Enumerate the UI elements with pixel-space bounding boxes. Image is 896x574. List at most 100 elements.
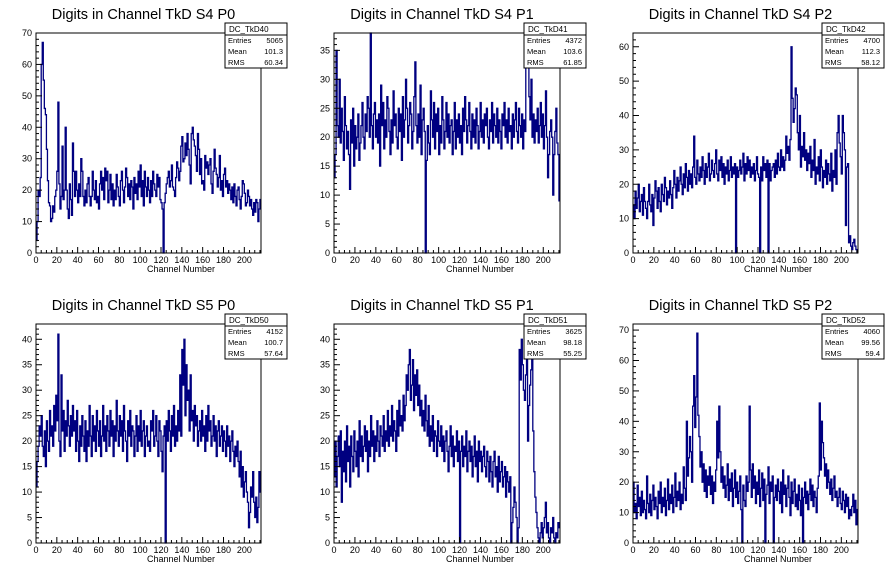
stats-value: 5065 (266, 36, 283, 45)
y-tick-label: 20 (22, 185, 32, 195)
x-tick-label: 180 (813, 255, 828, 265)
y-tick-label: 0 (27, 538, 32, 548)
x-tick-label: 200 (536, 545, 551, 555)
x-tick-label: 100 (133, 255, 148, 265)
y-tick-label: 0 (624, 248, 629, 258)
y-tick-label: 20 (320, 132, 330, 142)
chart-panel-4: Digits in Channel TkD S5 P10 20 40 60 80 100 1… (320, 298, 587, 564)
stats-value: 61.85 (563, 58, 582, 67)
y-tick-label: 15 (22, 462, 32, 472)
x-tick-label: 200 (237, 255, 252, 265)
stats-value: 103.6 (563, 47, 582, 56)
chart-title: Digits in Channel TkD S4 P2 (649, 7, 833, 23)
x-tick-label: 60 (93, 545, 103, 555)
y-tick-label: 40 (22, 122, 32, 132)
chart-title: Digits in Channel TkD S4 P1 (350, 7, 534, 23)
stats-label: Entries (825, 327, 849, 336)
stats-value: 4152 (266, 327, 283, 336)
y-tick-label: 0 (624, 538, 629, 548)
x-tick-label: 0 (331, 255, 336, 265)
y-tick-label: 30 (22, 154, 32, 164)
stats-label: RMS (527, 349, 544, 358)
y-tick-label: 20 (22, 436, 32, 446)
stats-value: 99.56 (861, 338, 880, 347)
chart-title: Digits in Channel TkD S5 P2 (649, 298, 833, 314)
x-tick-label: 140 (473, 255, 488, 265)
histogram-series-line (334, 32, 560, 254)
x-tick-label: 180 (515, 545, 530, 555)
x-tick-label: 60 (392, 255, 402, 265)
y-tick-label: 20 (619, 179, 629, 189)
y-tick-label: 40 (22, 334, 32, 344)
chart-panel-3: Digits in Channel TkD S5 P00 20 40 60 80 100 1… (22, 298, 288, 564)
x-tick-label: 100 (431, 255, 446, 265)
x-tick-label: 120 (452, 545, 467, 555)
y-tick-label: 40 (619, 111, 629, 121)
y-tick-label: 10 (619, 214, 629, 224)
x-tick-label: 100 (730, 255, 745, 265)
stats-box-frame (821, 22, 885, 69)
stats-label: RMS (825, 58, 842, 67)
x-tick-label: 80 (711, 255, 721, 265)
stats-value: 4060 (863, 327, 880, 336)
x-tick-label: 80 (114, 255, 124, 265)
y-tick-label: 70 (619, 325, 629, 335)
x-tick-label: 160 (792, 545, 807, 555)
y-tick-label: 30 (619, 145, 629, 155)
chart-panel-1: Digits in Channel TkD S4 P1 0 20 40 60 80 100 1… (320, 7, 587, 274)
y-tick-label: 10 (22, 487, 32, 497)
x-tick-label: 100 (431, 545, 446, 555)
x-tick-label: 200 (237, 545, 252, 555)
x-tick-label: 40 (371, 255, 381, 265)
chart-title: Digits in Channel TkD S4 P0 (52, 7, 236, 23)
x-tick-label: 20 (52, 255, 62, 265)
stats-box: DC_TkD50 Entries 4152 Mean 100.7 RMS 57.64 (224, 313, 288, 360)
x-tick-label: 180 (216, 255, 231, 265)
stats-box-name: DC_TkD40 (229, 25, 269, 34)
y-tick-label: 5 (27, 513, 32, 523)
y-tick-label: 5 (325, 219, 330, 229)
x-tick-label: 0 (33, 255, 38, 265)
stats-value: 4372 (565, 36, 582, 45)
stats-box-frame (523, 313, 587, 360)
x-tick-label: 200 (536, 255, 551, 265)
x-tick-label: 120 (153, 255, 168, 265)
y-tick-label: 30 (619, 447, 629, 457)
y-tick-label: 10 (22, 217, 32, 227)
plot-frame (333, 323, 561, 544)
stats-label: Mean (527, 47, 546, 56)
stats-label: Mean (228, 47, 247, 56)
y-tick-label: 35 (320, 45, 330, 55)
x-tick-label: 160 (494, 255, 509, 265)
stats-box: DC_TkD52 Entries 4060 Mean 99.56 RMS 59.4 (821, 313, 885, 360)
stats-value: 57.64 (264, 349, 283, 358)
stats-label: RMS (228, 349, 245, 358)
x-tick-label: 200 (834, 255, 849, 265)
x-tick-label: 60 (93, 255, 103, 265)
y-tick-label: 20 (320, 436, 330, 446)
stats-value: 55.25 (563, 349, 582, 358)
y-tick-label: 50 (619, 76, 629, 86)
x-axis-label: Channel Number (446, 264, 514, 274)
y-tick-label: 15 (320, 161, 330, 171)
stats-label: Mean (228, 338, 247, 347)
x-axis-label: Channel Number (446, 554, 514, 564)
x-tick-label: 40 (73, 255, 83, 265)
y-tick-label: 40 (320, 334, 330, 344)
histogram-series-line (36, 333, 261, 544)
x-tick-label: 140 (771, 545, 786, 555)
stats-box: DC_TkD51 Entries 3625 Mean 98.18 RMS 55.25 (523, 313, 587, 360)
x-tick-label: 140 (473, 545, 488, 555)
x-tick-label: 100 (730, 545, 745, 555)
x-tick-label: 80 (413, 255, 423, 265)
stats-value: 98.18 (563, 338, 582, 347)
y-tick-label: 0 (325, 248, 330, 258)
stats-label: Mean (527, 338, 546, 347)
stats-box-frame (224, 22, 288, 69)
stats-box: DC_TkD42 Entries 4700 Mean 112.3 RMS 58.12 (821, 22, 885, 69)
stats-label: Mean (825, 47, 844, 56)
x-tick-label: 0 (33, 545, 38, 555)
stats-box: DC_TkD41 Entries 4372 Mean 103.6 RMS 61.85 (523, 22, 587, 69)
x-tick-label: 0 (331, 545, 336, 555)
